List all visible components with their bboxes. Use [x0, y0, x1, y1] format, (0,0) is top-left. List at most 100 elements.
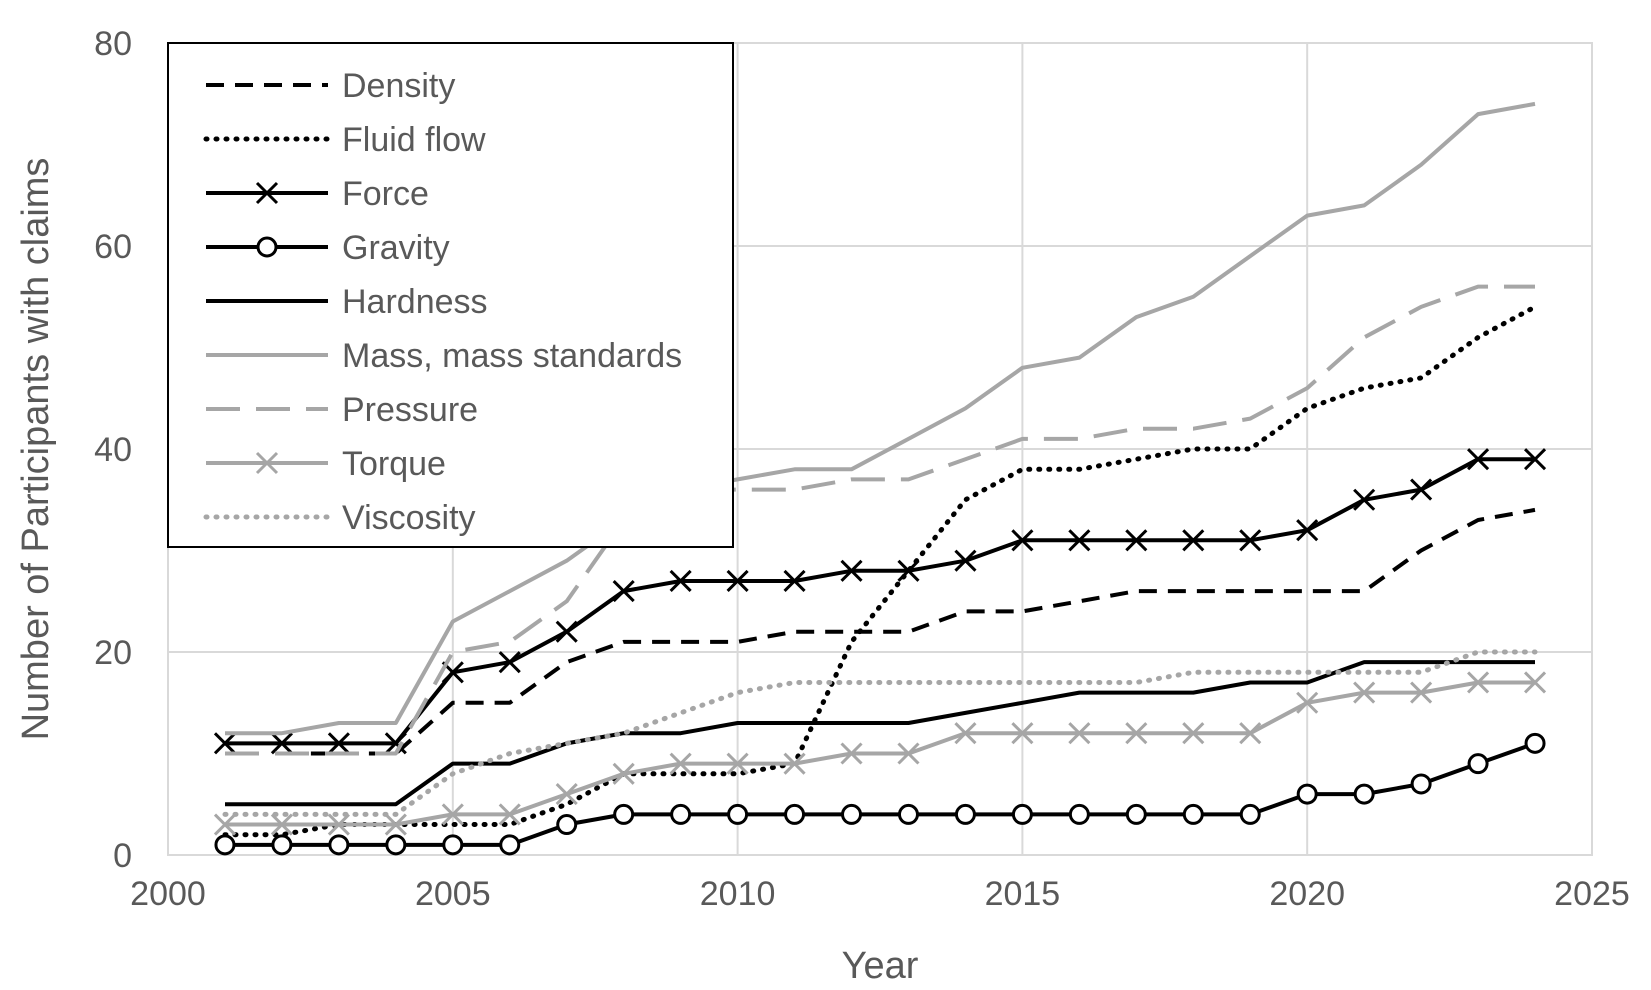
y-tick-label: 80 — [94, 25, 132, 63]
series-viscosity — [222, 649, 1538, 817]
legend-label-density: Density — [342, 67, 455, 105]
series-line-gravity — [225, 741, 1536, 847]
data-point-force — [726, 569, 749, 593]
data-point-torque — [1239, 722, 1262, 745]
y-axis-tick-labels: 0 20 40 60 80 — [94, 25, 132, 875]
series-line-force — [225, 457, 1535, 746]
data-point-torque — [555, 783, 578, 806]
data-point-gravity — [784, 803, 806, 825]
legend-marker-gravity — [256, 236, 278, 258]
series-torque — [213, 671, 1547, 836]
data-point-force — [783, 569, 806, 593]
legend-item-hardness: Hardness — [206, 283, 488, 321]
legend-item-fluid-flow: Fluid flow — [203, 121, 486, 159]
data-point-torque — [612, 762, 635, 785]
x-tick-label: 2010 — [700, 875, 776, 913]
legend-label-force: Force — [342, 175, 429, 213]
legend-item-viscosity: Viscosity — [203, 499, 476, 537]
y-axis-title: Number of Participants with claims — [15, 158, 57, 741]
series-line-torque — [225, 680, 1535, 827]
data-point-force — [1182, 529, 1205, 552]
data-point-gravity — [1182, 803, 1204, 825]
data-point-force — [555, 620, 578, 643]
x-tick-label: 2025 — [1554, 875, 1630, 913]
data-point-force — [1467, 448, 1490, 471]
legend-item-force: Force — [206, 175, 429, 213]
data-point-torque — [954, 722, 977, 745]
series-line-density — [281, 507, 1536, 756]
data-point-torque — [726, 752, 749, 775]
legend-item-gravity: Gravity — [206, 229, 450, 267]
data-point-gravity — [442, 834, 464, 856]
data-point-force — [1011, 529, 1034, 552]
x-tick-label: 2005 — [415, 875, 491, 913]
y-tick-label: 0 — [113, 837, 132, 875]
x-tick-label: 2015 — [985, 875, 1061, 913]
data-point-torque — [1410, 681, 1433, 704]
data-point-force — [1523, 448, 1547, 471]
data-point-force — [897, 559, 920, 582]
data-point-torque — [840, 742, 863, 765]
data-point-torque — [1523, 671, 1547, 694]
legend-label-hardness: Hardness — [342, 283, 488, 321]
series-line-pressure — [225, 284, 1535, 756]
data-point-gravity — [271, 834, 293, 856]
legend-label-mass-mass-standards: Mass, mass standards — [342, 337, 682, 375]
data-point-torque — [384, 813, 407, 836]
legend-item-mass-mass-standards: Mass, mass standards — [206, 337, 682, 375]
legend-marker-torque — [255, 451, 279, 475]
data-point-gravity — [897, 803, 919, 825]
data-point-force — [1410, 478, 1433, 501]
data-point-gravity — [1353, 783, 1375, 805]
data-point-force — [1353, 488, 1376, 511]
data-point-force — [1296, 519, 1319, 542]
data-point-gravity — [1410, 773, 1432, 795]
series-mass-mass-standards — [225, 101, 1536, 736]
data-point-torque — [1068, 722, 1091, 745]
data-point-gravity — [1524, 732, 1546, 754]
data-point-gravity — [214, 834, 236, 856]
legend-label-pressure: Pressure — [342, 391, 478, 429]
data-point-force — [669, 569, 692, 593]
x-tick-label: 2000 — [130, 875, 206, 913]
data-point-force — [1068, 529, 1091, 552]
legend-label-gravity: Gravity — [342, 229, 450, 267]
data-point-force — [1125, 529, 1148, 552]
data-point-torque — [327, 813, 350, 836]
data-point-gravity — [727, 803, 749, 825]
legend-marker-force — [255, 181, 279, 205]
data-point-torque — [441, 803, 464, 826]
data-point-force — [1239, 529, 1262, 552]
data-point-torque — [1296, 691, 1319, 714]
data-point-force — [612, 580, 635, 603]
data-point-gravity — [385, 834, 407, 856]
data-point-torque — [897, 742, 920, 765]
x-tick-label: 2020 — [1269, 875, 1345, 913]
series-gravity — [214, 732, 1546, 856]
series-layer — [213, 101, 1547, 856]
series-hardness — [225, 660, 1535, 807]
data-point-gravity — [954, 803, 976, 825]
y-tick-label: 40 — [94, 431, 132, 469]
y-tick-label: 20 — [94, 634, 132, 672]
legend-label-torque: Torque — [342, 445, 446, 483]
x-axis-title: Year — [842, 945, 919, 987]
data-point-gravity — [670, 803, 692, 825]
data-point-torque — [669, 752, 692, 775]
data-point-gravity — [1011, 803, 1033, 825]
series-pressure — [225, 284, 1535, 756]
legend-item-pressure: Pressure — [206, 391, 478, 429]
legend-item-density: Density — [206, 67, 455, 105]
series-line-hardness — [225, 660, 1535, 807]
data-point-gravity — [328, 834, 350, 856]
series-line-mass-mass-standards — [225, 101, 1536, 736]
legend-item-torque: Torque — [206, 445, 446, 483]
data-point-gravity — [1467, 753, 1489, 775]
y-tick-label: 60 — [94, 228, 132, 266]
data-point-torque — [498, 803, 521, 826]
data-point-torque — [1182, 722, 1205, 745]
x-axis-tick-labels: 2000 2005 2010 2015 2020 2025 — [130, 875, 1630, 913]
legend-label-viscosity: Viscosity — [342, 499, 476, 537]
data-point-gravity — [1239, 803, 1261, 825]
